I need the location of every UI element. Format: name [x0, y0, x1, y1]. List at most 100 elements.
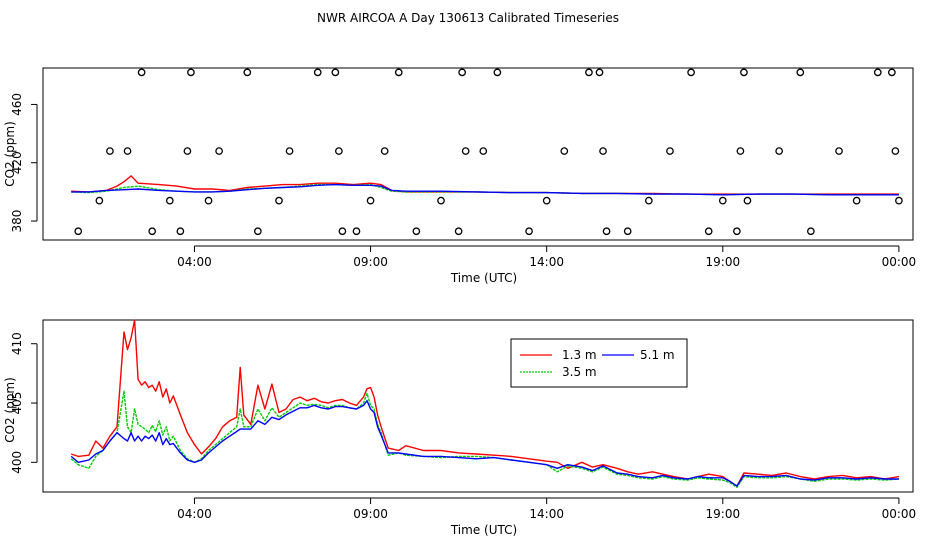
top-series-lines	[71, 175, 899, 196]
figure-title: NWR AIRCOA A Day 130613 Calibrated Times…	[317, 11, 619, 25]
bottom-y-tick-label-2: 410	[10, 332, 24, 355]
bottom-x-tick-label-2: 14:00	[529, 507, 564, 521]
bottom-y-axis-label: CO2 (ppm)	[3, 377, 17, 443]
top-x-axis: 04:00 09:00 14:00 19:00 00:00	[177, 245, 917, 269]
bottom-series-line-3-5-m	[70, 390, 899, 488]
top-point-31	[525, 227, 533, 236]
top-point-12	[243, 68, 252, 77]
top-point-8	[183, 147, 192, 155]
top-point-50	[807, 227, 815, 236]
top-point-17	[331, 68, 340, 77]
top-point-53	[873, 68, 882, 77]
top-x-tick-label-2: 14:00	[529, 255, 564, 269]
top-point-40	[666, 147, 674, 155]
bottom-panel: 04:00 09:00 14:00 19:00 00:00 400 405 410 Time…	[3, 319, 917, 537]
top-point-35	[595, 68, 604, 77]
top-panel: 04:00 09:00 14:00 19:00 00:00 380 420 460 Time…	[3, 67, 917, 285]
legend-label-1-3m: 1.3 m	[562, 348, 597, 362]
top-x-tick-label-4: 00:00	[882, 255, 917, 269]
top-point-55	[891, 147, 900, 155]
legend: 1.3 m 5.1 m 3.5 m	[510, 338, 688, 388]
top-point-51	[835, 147, 843, 155]
top-point-20	[352, 227, 361, 236]
bottom-series-lines	[70, 319, 900, 488]
top-point-45	[736, 147, 745, 155]
top-point-28	[461, 147, 470, 155]
top-point-34	[585, 68, 593, 77]
top-plot-frame	[42, 67, 914, 241]
legend-label-3-5m: 3.5 m	[562, 365, 597, 379]
top-x-tick-label-1: 09:00	[353, 255, 388, 269]
top-y-axis-label: CO2 (ppm)	[3, 121, 17, 187]
legend-label-5-1m: 5.1 m	[640, 348, 675, 362]
top-point-5	[148, 227, 157, 236]
top-point-27	[458, 68, 466, 77]
bottom-y-tick-label-0: 400	[10, 451, 24, 474]
top-point-11	[215, 147, 223, 155]
top-x-tick-label-0: 04:00	[177, 255, 212, 269]
bottom-x-tick-label-4: 00:00	[882, 507, 917, 521]
top-point-9	[187, 68, 195, 77]
top-point-30	[493, 68, 502, 77]
top-point-14	[275, 196, 283, 205]
top-point-39	[644, 196, 653, 205]
top-y-tick-label-2: 460	[10, 93, 24, 116]
top-point-0	[74, 227, 83, 236]
top-point-47	[743, 196, 752, 205]
bottom-x-tick-label-3: 19:00	[706, 507, 741, 521]
top-point-54	[888, 68, 896, 77]
top-point-26	[454, 227, 463, 236]
top-point-1	[95, 196, 104, 205]
bottom-y-tick-label-1: 405	[10, 392, 24, 415]
bottom-series-line-5-1-m	[70, 400, 899, 487]
top-point-49	[796, 68, 805, 77]
top-point-29	[479, 147, 488, 155]
bottom-series-line-1-3-m	[70, 319, 900, 487]
top-point-7	[176, 227, 185, 236]
top-point-15	[285, 147, 294, 155]
bottom-x-axis: 04:00 09:00 14:00 19:00 00:00	[177, 497, 917, 521]
top-y-tick-label-0: 380	[10, 210, 24, 233]
top-point-52	[852, 196, 861, 205]
top-point-33	[560, 147, 569, 155]
top-point-44	[733, 227, 741, 236]
top-series-line-5-1-m	[71, 183, 899, 196]
top-point-48	[775, 147, 784, 155]
top-point-22	[380, 147, 389, 155]
top-point-25	[437, 196, 445, 205]
top-points	[74, 68, 903, 236]
top-point-3	[123, 147, 132, 155]
top-point-38	[623, 227, 632, 236]
top-point-42	[704, 227, 713, 236]
top-point-32	[542, 196, 551, 205]
top-point-13	[254, 227, 262, 236]
top-point-37	[602, 227, 611, 236]
top-point-23	[394, 68, 403, 77]
top-point-6	[165, 196, 174, 205]
bottom-plot-frame	[42, 319, 914, 493]
top-x-axis-label: Time (UTC)	[450, 271, 517, 285]
top-point-19	[338, 227, 347, 236]
legend-box	[510, 338, 688, 388]
top-point-16	[313, 68, 322, 77]
bottom-x-tick-label-1: 09:00	[353, 507, 388, 521]
top-y-axis: 380 420 460	[10, 93, 38, 233]
top-point-56	[895, 196, 903, 205]
top-point-36	[599, 147, 607, 155]
top-point-46	[740, 68, 748, 77]
top-series-line-3-5-m	[71, 183, 899, 196]
top-point-21	[366, 196, 375, 205]
top-point-18	[335, 147, 343, 155]
top-point-10	[204, 196, 213, 205]
top-x-tick-label-3: 19:00	[706, 255, 741, 269]
top-point-41	[687, 68, 695, 77]
bottom-x-tick-label-0: 04:00	[177, 507, 212, 521]
top-point-4	[137, 68, 146, 77]
top-point-24	[412, 227, 421, 236]
top-point-2	[106, 147, 114, 155]
bottom-x-axis-label: Time (UTC)	[450, 523, 517, 537]
bottom-y-axis: 400 405 410	[10, 332, 38, 474]
top-point-43	[718, 196, 727, 205]
top-y-tick-label-1: 420	[10, 151, 24, 174]
